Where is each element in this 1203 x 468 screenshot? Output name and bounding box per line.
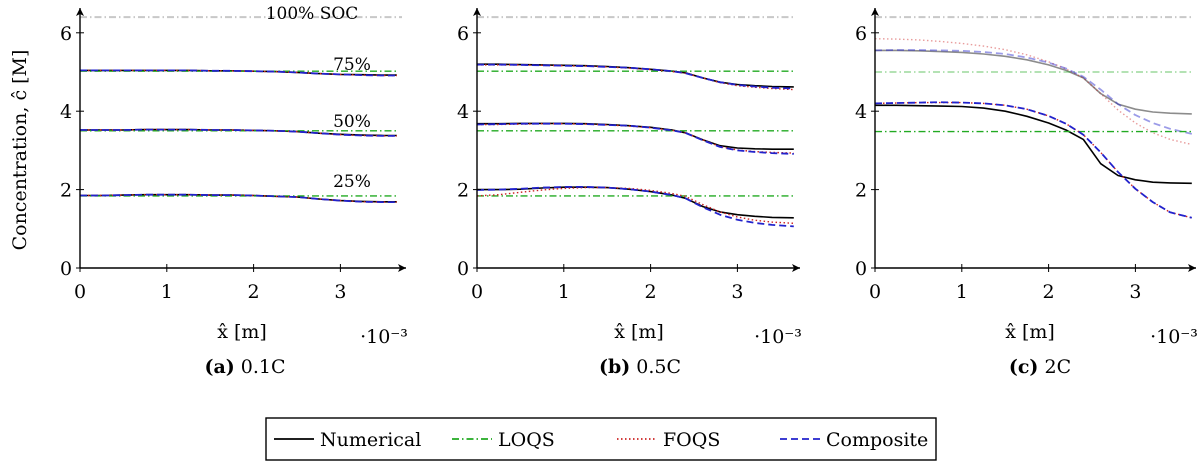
legend-box <box>265 417 937 461</box>
y-tick-label: 6 <box>457 23 469 45</box>
panel-label: (b) <box>599 356 630 378</box>
panel-rate: 0.1C <box>235 356 286 378</box>
chart-panel: 0 2 4 6 0 1 2 3 x̂ [m] ·10⁻³ (b) 0.5C <box>457 8 802 378</box>
panel-caption: (c) 2C <box>1009 356 1071 378</box>
soc-annotation: 50% <box>333 112 371 132</box>
y-tick-label: 0 <box>60 258 72 280</box>
panel-label: (c) <box>1009 356 1039 378</box>
y-tick-label: 6 <box>60 23 72 45</box>
series-line-composite-25pct <box>80 193 397 204</box>
x-tick-label: 1 <box>161 281 173 303</box>
x-tick-label: 0 <box>471 281 483 303</box>
legend: Numerical LOQS FOQS Composite <box>265 417 937 461</box>
x-tick-label: 3 <box>731 281 743 303</box>
panel-caption: (a) 0.1C <box>204 356 285 378</box>
y-tick-label: 0 <box>457 258 469 280</box>
legend-label: LOQS <box>498 429 555 451</box>
soc-annotation: 75% <box>333 55 371 75</box>
x-tick-label: 3 <box>1129 281 1141 303</box>
x-tick-label: 2 <box>248 281 260 303</box>
y-tick-label: 6 <box>855 23 867 45</box>
series-line-composite-50pct <box>476 122 794 155</box>
legend-label: Composite <box>826 429 928 451</box>
chart-panel: 0 2 4 6 0 1 2 3 x̂ [m] ·10⁻³ (a) 0.1C 100% SOC 75% 50… <box>60 4 408 378</box>
series-line-composite-75pct <box>874 49 1193 135</box>
legend-label: FOQS <box>663 429 720 451</box>
x-tick-label: 0 <box>74 281 86 303</box>
chart-panel: 0 2 4 6 0 1 2 3 x̂ [m] ·10⁻³ (c) 2C <box>855 8 1198 378</box>
series-line-composite-25pct <box>476 185 794 228</box>
y-tick-label: 4 <box>60 101 72 123</box>
panel-rate: 2C <box>1038 356 1071 378</box>
y-tick-label: 4 <box>457 101 469 123</box>
panel-label: (a) <box>204 356 234 378</box>
x-axis-label: x̂ [m] <box>1005 321 1055 343</box>
y-tick-label: 4 <box>855 101 867 123</box>
x-axis-label: x̂ [m] <box>217 321 267 343</box>
series-line-foqs-75pct <box>874 38 1192 146</box>
series-line-foqs-25pct <box>476 186 794 224</box>
x-tick-label: 1 <box>956 281 968 303</box>
x-scale-multiplier: ·10⁻³ <box>360 326 408 348</box>
panel-caption: (b) 0.5C <box>599 356 681 378</box>
x-tick-label: 2 <box>645 281 657 303</box>
y-axis-label: Concentration, ĉ [M] <box>9 50 31 251</box>
series-line-numerical-50pct <box>875 104 1192 185</box>
y-tick-label: 2 <box>60 180 72 202</box>
x-scale-multiplier: ·10⁻³ <box>1150 326 1198 348</box>
y-tick-label: 2 <box>855 180 867 202</box>
series-line-numerical-25pct <box>477 186 794 219</box>
series-line-composite-50pct <box>874 101 1193 219</box>
y-tick-label: 0 <box>855 258 867 280</box>
series-line-composite-75pct <box>477 63 794 90</box>
y-tick-label: 2 <box>457 180 469 202</box>
legend-label: Numerical <box>320 429 421 451</box>
x-tick-label: 3 <box>334 281 346 303</box>
panel-rate: 0.5C <box>630 356 681 378</box>
x-tick-label: 2 <box>1043 281 1055 303</box>
series-line-numerical-50pct <box>477 122 794 150</box>
series-line-numerical-75pct <box>875 49 1192 115</box>
soc-annotation: 100% SOC <box>266 4 359 24</box>
x-axis-label: x̂ [m] <box>614 321 664 343</box>
soc-annotation: 25% <box>333 172 371 192</box>
x-tick-label: 1 <box>558 281 570 303</box>
x-scale-multiplier: ·10⁻³ <box>754 326 802 348</box>
x-tick-label: 0 <box>869 281 881 303</box>
